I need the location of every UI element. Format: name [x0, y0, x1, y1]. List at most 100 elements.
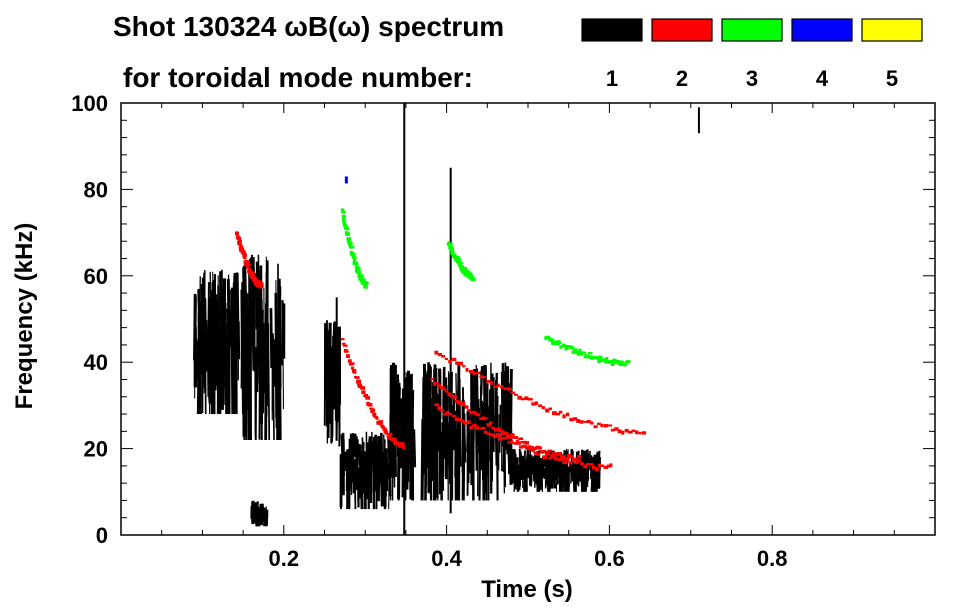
spectrum-blob	[496, 395, 499, 426]
mode-track-point	[235, 231, 239, 236]
mode-track-point	[565, 412, 570, 417]
mode-track-point	[486, 432, 491, 436]
spectrum-blob	[230, 291, 233, 334]
mode-track-point	[498, 436, 503, 441]
spectrum-blob	[388, 469, 390, 510]
mode-track-point	[590, 421, 594, 425]
mode-track-point	[553, 456, 559, 461]
mode-track-point	[448, 413, 453, 416]
mode-track-point	[605, 356, 609, 361]
spectrum-blob	[209, 271, 212, 386]
mode-track-point	[391, 437, 397, 441]
mode-track-point	[547, 449, 553, 453]
mode-track-point	[432, 382, 436, 386]
mode-track-point	[342, 217, 346, 222]
spectrum-blob	[436, 408, 439, 501]
spectrum-blob	[466, 421, 469, 453]
mode-track-point	[457, 417, 462, 422]
mode-track-point	[557, 451, 562, 456]
spectrum-blob	[412, 429, 417, 468]
mode-track-point	[496, 383, 500, 388]
mode-track-point	[463, 421, 468, 425]
spectrum-blob	[203, 336, 207, 388]
spectrum-blob	[481, 413, 486, 501]
spectrum-blob	[538, 466, 542, 490]
mode-track-point	[483, 430, 488, 435]
mode-track-point	[246, 266, 250, 269]
mode-track-point	[469, 274, 474, 277]
mode-track-point	[507, 441, 512, 444]
mode-track-point	[352, 256, 357, 259]
mode-track-point	[583, 420, 587, 423]
spectrum-blob	[367, 436, 372, 489]
mode-track-point	[603, 465, 609, 469]
mode-track-point	[516, 441, 521, 445]
mode-track-point	[437, 353, 442, 357]
mode-track-point	[555, 412, 561, 416]
spectrum-blob	[432, 408, 435, 465]
mode-track-point	[518, 445, 523, 449]
mode-track-point	[444, 390, 449, 393]
spectrum-blob	[393, 362, 396, 446]
mode-track-point	[346, 355, 350, 359]
mode-track-point	[576, 419, 581, 423]
mode-track-point	[449, 395, 454, 398]
mode-track-point	[622, 364, 628, 367]
mode-track-point	[609, 360, 615, 364]
mode-track-point	[548, 456, 552, 460]
mode-track-point	[542, 449, 547, 454]
mode-track-point	[591, 465, 596, 470]
mode-track-point	[341, 214, 347, 218]
x-axis-label: Time (s)	[481, 576, 573, 603]
mode-track-point	[553, 341, 558, 344]
mode-track-point	[458, 361, 464, 366]
mode-track-point	[549, 339, 555, 342]
mode-track-point	[493, 428, 497, 432]
mode-track-point	[484, 417, 488, 420]
spectrum-blob	[232, 340, 236, 415]
mode-track-point	[564, 457, 570, 461]
mode-track-point	[527, 397, 533, 401]
spectrum-blob	[387, 436, 391, 459]
spectrum-blob	[336, 327, 340, 382]
legend: 1 2 3 4 5	[581, 18, 923, 91]
mode-track-point	[596, 422, 601, 425]
mode-track-point	[486, 423, 492, 427]
mode-track-point	[342, 220, 346, 225]
mode-track-point	[595, 356, 601, 360]
mode-track-point	[504, 436, 509, 439]
spectrum-blob	[585, 464, 590, 488]
mode-track-point	[597, 359, 601, 363]
mode-track-point	[635, 430, 639, 435]
chart-title-line1: Shot 130324 ωB(ω) spectrum	[113, 11, 504, 42]
mode-track-point	[617, 361, 622, 365]
mode-track-point	[564, 347, 569, 351]
mode-track-point	[458, 262, 464, 265]
mode-track-point	[471, 410, 477, 414]
spectrum-blob	[256, 284, 259, 393]
mode-track-point	[248, 270, 253, 273]
spectrum-blob	[556, 466, 559, 485]
mode-track-point	[624, 428, 629, 433]
mode-track-point	[603, 424, 608, 428]
mode-track-point	[587, 352, 593, 355]
spectrum-blob	[517, 467, 521, 491]
spectrum-blob	[269, 308, 274, 369]
mode-track-point	[536, 452, 540, 456]
mode-track-point	[354, 262, 359, 266]
mode-track-point	[355, 266, 361, 270]
mode-track-point	[510, 391, 516, 394]
spectrum-blob	[232, 272, 237, 308]
mode-track-point	[259, 284, 264, 287]
mode-track-point	[359, 385, 363, 388]
mode-track-point	[586, 355, 592, 359]
mode-track-point	[360, 386, 366, 390]
spectrum-data	[193, 103, 700, 535]
mode-track-point	[510, 440, 514, 444]
plot-area: 0.2 0.4 0.6 0.8 0 20 40 60 80 100	[71, 91, 936, 571]
mode-track-point	[356, 379, 361, 384]
mode-track-point	[449, 248, 455, 252]
mode-track-point	[352, 258, 357, 262]
mode-track-point	[392, 440, 398, 444]
mode-track-point	[457, 401, 461, 405]
